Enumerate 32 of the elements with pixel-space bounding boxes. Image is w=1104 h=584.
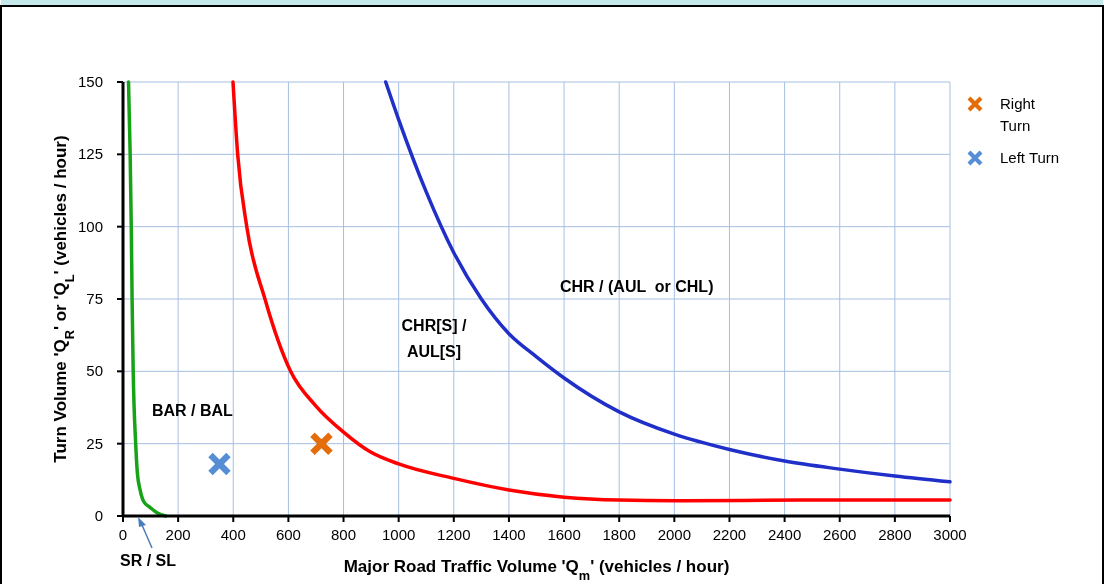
x-tick-label: 1400 xyxy=(492,526,526,543)
x-axis-title: Major Road Traffic Volume 'Q$_{m}$' (vehicles / hour) xyxy=(343,557,730,583)
legend-label: Left Turn xyxy=(1000,149,1060,166)
y-tick-label: 50 xyxy=(86,362,103,380)
y-tick-label: 125 xyxy=(77,145,103,163)
x-tick-label: 1000 xyxy=(381,526,416,543)
x-tick-label: 1800 xyxy=(602,526,636,543)
x-tick-label: 200 xyxy=(165,526,191,543)
annotation: BAR / BAL xyxy=(152,402,234,419)
x-tick-label: 2000 xyxy=(657,526,692,543)
x-tick-label: 3000 xyxy=(933,526,967,543)
line-series xyxy=(231,80,952,503)
x-tick-label: 0 xyxy=(118,526,128,543)
y-tick-label: 100 xyxy=(77,217,103,235)
x-tick-label: 600 xyxy=(275,526,301,543)
x-tick-label: 2200 xyxy=(712,526,747,543)
x-tick-label: 2400 xyxy=(767,526,802,543)
text: SR / SL xyxy=(120,552,177,569)
annotation: CHR[S] / AUL[S] xyxy=(401,317,467,360)
y-tick-label: 0 xyxy=(94,507,103,524)
x-tick-label: 2600 xyxy=(823,526,857,543)
x-tick-label: 400 xyxy=(220,526,246,543)
line-series xyxy=(383,80,952,484)
x-tick-label: 1600 xyxy=(547,526,581,543)
x-tick-label: 1200 xyxy=(437,526,471,543)
y-tick-label: 75 xyxy=(86,290,103,307)
y-tick-label: 150 xyxy=(77,73,103,90)
annotation: CHR / (AUL or CHL) xyxy=(560,278,714,295)
y-tick-label: 25 xyxy=(86,434,103,452)
legend-label: Right Turn xyxy=(1000,95,1036,134)
x-tick-label: 2800 xyxy=(878,526,912,543)
x-tick-label: 800 xyxy=(331,526,357,543)
